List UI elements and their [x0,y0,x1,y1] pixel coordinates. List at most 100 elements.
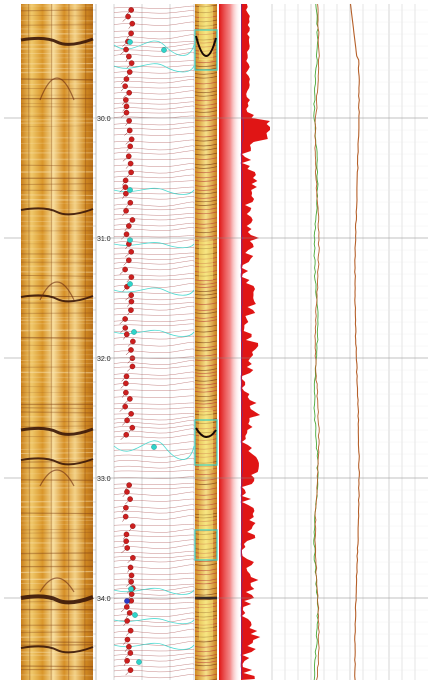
borehole-trace [194,382,218,386]
borehole-trace [194,261,218,264]
borehole-trace [194,72,218,75]
bedding-sinusoid [113,235,195,238]
bedding-sinusoid [113,222,195,227]
core-band [20,274,94,277]
depth-label-32: 32.0 [97,356,111,363]
dip-tadpole [122,184,129,190]
borehole-trace [194,592,218,596]
dip-tadpole [126,53,132,60]
dip-tadpole [129,217,136,223]
borehole-trace [194,147,218,151]
borehole-trace [194,311,218,314]
borehole-trace [194,497,218,501]
borehole-bright-zone [199,240,213,280]
log-curve-brown-right [349,3,360,680]
bedding-sinusoid [113,296,195,301]
core-band [20,651,94,654]
core-band [20,528,94,531]
log-curve-green [313,3,319,680]
dip-tadpole [129,523,136,529]
borehole-trace [194,15,218,19]
core-band [20,486,94,489]
core-fracture [20,426,94,436]
borehole-trace [194,394,218,398]
bedding-sinusoid [113,105,195,110]
bedding-sinusoid [113,313,195,316]
dip-tadpole [123,431,130,438]
borehole-trace [194,273,218,277]
core-band [20,183,94,186]
core-band [20,289,94,292]
borehole-trace [194,668,218,671]
dip-tadpole [127,199,134,206]
depth-label-30: 30.0 [97,116,111,123]
dip-tadpole [122,83,128,89]
core-band [20,441,94,444]
bedding-sinusoid [113,227,195,231]
borehole-trace [194,10,218,14]
bedding-sinusoid [113,607,195,611]
cyan-sinusoid [113,329,195,337]
dip-tadpole [125,13,131,20]
borehole-trace [194,578,218,582]
core-band [20,56,94,59]
dip-tadpole [126,117,132,124]
dip-tadpole [123,373,130,380]
bedding-sinusoid [113,48,195,52]
dip-tadpole [127,160,134,167]
bedding-sinusoid [113,64,195,68]
bedding-sinusoid [113,207,195,211]
borehole-trace [194,114,218,118]
core-band [20,220,94,223]
dip-tadpole [128,169,134,176]
borehole-trace [194,568,218,572]
dip-tadpole [127,650,134,656]
borehole-trace [194,602,218,605]
core-band [20,552,94,555]
dip-tadpole [126,69,133,75]
borehole-trace [194,645,218,648]
borehole-trace [194,4,218,8]
core-band [20,164,94,167]
borehole-trace [194,179,218,182]
dip-tadpole [129,20,136,27]
core-band [20,386,94,388]
cyan-sinusoid [113,40,195,56]
core-band [20,407,94,409]
borehole-trace [194,203,218,206]
dip-tadpole [127,627,134,634]
borehole-trace [194,353,218,357]
dip-tadpole [130,338,136,345]
bedding-sinusoid [113,115,195,119]
dip-tadpole [123,380,129,387]
borehole-trace [194,81,218,85]
dip-tadpole [128,347,134,353]
bedding-sinusoid [113,463,195,469]
core-band [20,359,94,361]
borehole-trace [194,433,218,437]
bedding-sinusoid [113,663,195,668]
dip-tadpole [126,610,133,616]
borehole-trace [194,537,218,541]
bedding-sinusoid [113,101,195,105]
bedding-sinusoid [113,486,195,490]
borehole-trace [194,52,218,55]
core-band [20,28,94,31]
borehole-trace [194,188,218,191]
dip-tadpole [123,531,130,538]
borehole-trace [194,170,218,174]
borehole-trace [194,634,218,638]
borehole-image-texture [194,4,218,680]
borehole-trace [194,374,218,378]
gamma-ray-curve [240,4,244,679]
borehole-trace [194,412,218,416]
bedding-sinusoid [113,674,195,679]
borehole-trace [194,44,218,48]
dip-tadpole-cyan [151,444,157,450]
bedding-sinusoid [113,323,195,326]
bedding-sinusoid [113,133,195,136]
bedding-sinusoid [113,428,195,434]
borehole-trace [194,282,218,285]
borehole-trace [194,324,218,328]
borehole-trace [194,507,218,511]
